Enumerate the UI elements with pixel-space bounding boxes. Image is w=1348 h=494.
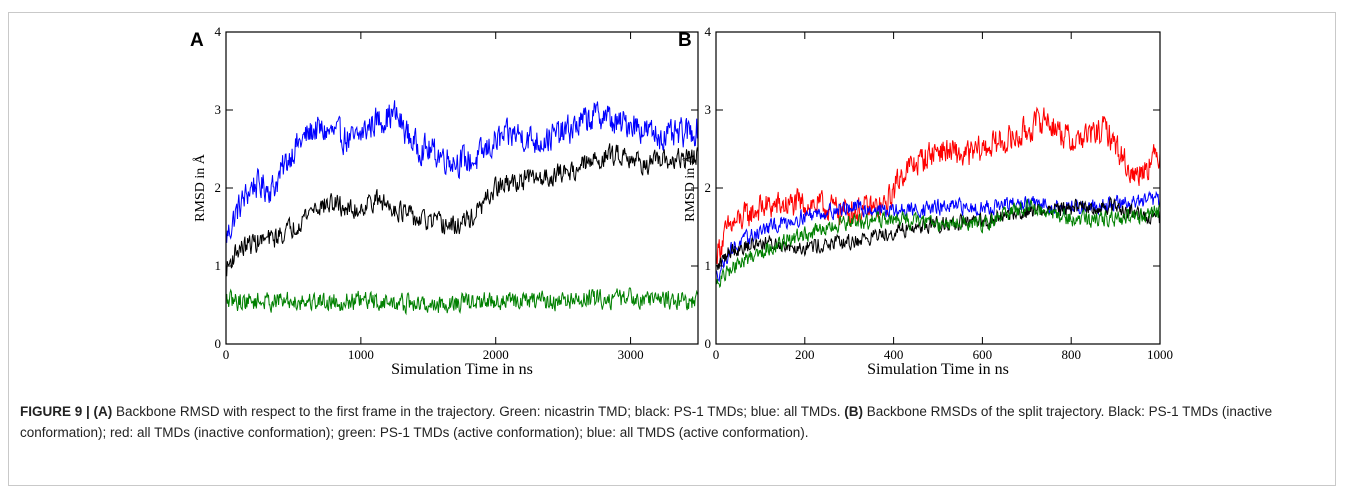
caption-part-b-label: (B) [844,404,864,419]
x-tick-label: 200 [795,347,815,362]
x-tick-label: 2000 [483,347,509,362]
x-axis-label: Simulation Time in ns [391,361,533,378]
panel-letter: A [190,30,204,51]
y-axis-label: RMSD in Å [192,153,208,222]
y-tick-label: 1 [705,258,712,273]
y-tick-label: 2 [215,180,222,195]
x-tick-label: 0 [713,347,720,362]
panel-letter: B [678,30,692,51]
series-line-1 [715,106,1161,265]
figure-label: FIGURE 9 | [20,404,90,419]
caption-part-a-text: Backbone RMSD with respect to the first … [112,404,845,419]
series-line-4 [715,198,1161,289]
y-tick-label: 2 [705,180,712,195]
series-line-3 [225,286,699,316]
y-tick-label: 3 [705,102,712,117]
y-tick-label: 0 [705,336,712,351]
x-axis-label: Simulation Time in ns [867,361,1009,378]
x-tick-label: 1000 [1147,347,1173,362]
series-line-2 [225,143,699,277]
y-tick-label: 4 [705,24,712,39]
y-tick-label: 3 [215,102,222,117]
panel-b-chart: 0 200 400 600 800 1000 0 1 2 3 4 Simulation Time in… [678,24,1173,378]
caption-part-b-text: Backbone RMSDs of the split trajectory. … [20,404,1273,440]
y-tick-label: 4 [215,24,222,39]
figure-frame [8,12,1336,486]
y-axis-label: RMSD in Å [682,153,698,222]
caption-part-a-label: (A) [89,404,113,419]
panel-a-chart: 0 1000 2000 3000 0 1 2 3 4 Simulation Time in ns R… [190,24,699,378]
x-tick-label: 0 [223,347,230,362]
x-tick-label: 600 [973,347,993,362]
y-tick-label: 1 [215,258,222,273]
x-tick-label: 3000 [618,347,644,362]
x-tick-label: 800 [1061,347,1081,362]
figure-caption: FIGURE 9 | (A) Backbone RMSD with respec… [20,401,1320,443]
y-tick-label: 0 [215,336,222,351]
x-tick-label: 1000 [348,347,374,362]
axes-frame [715,31,1161,345]
series-line-3 [715,196,1161,270]
x-tick-label: 400 [884,347,904,362]
series-line-1 [225,100,699,243]
